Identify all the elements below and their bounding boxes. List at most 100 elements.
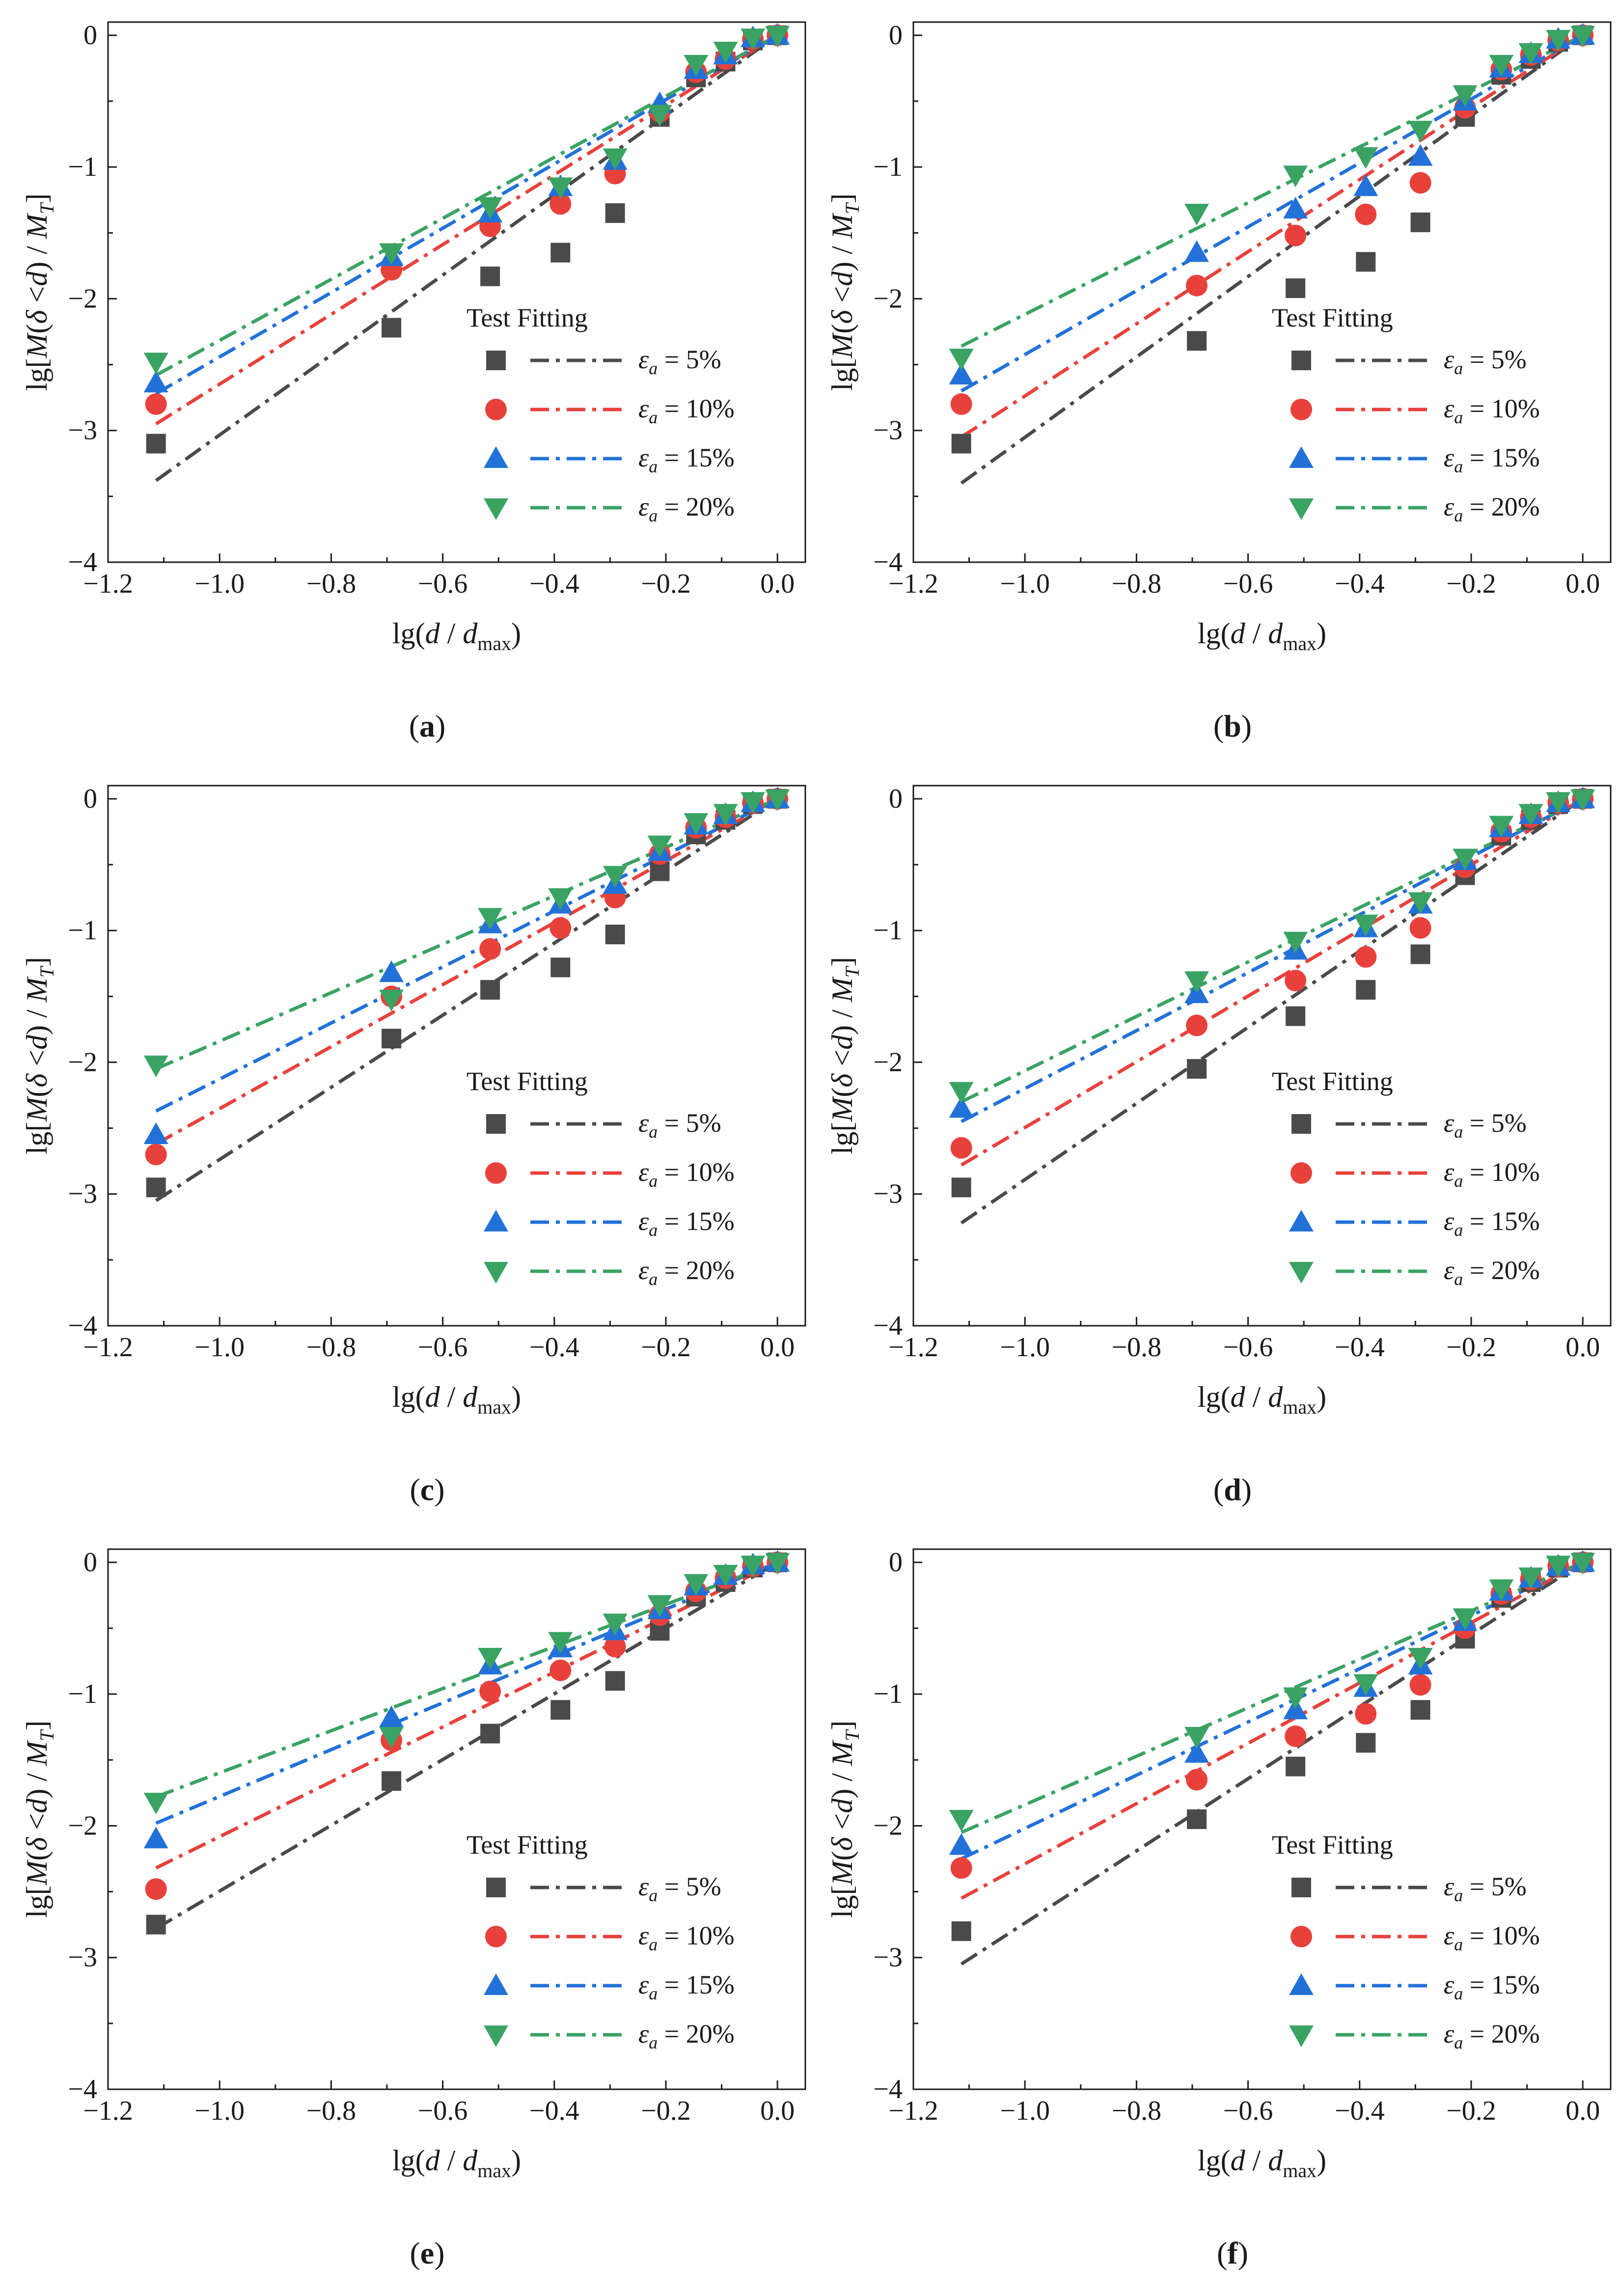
legend-entry: εa = 10% <box>1444 1921 1540 1954</box>
chart-panel-a: −1.2 −1.0 −0.8 −0.6 −0.4 −0.2 0.0 0 −1 −2 −3 −4 lg(d… <box>21 20 806 743</box>
x-tick-label: −1.0 <box>194 569 245 599</box>
data-point-20pct <box>949 1810 974 1831</box>
data-point-10pct <box>1409 917 1431 939</box>
legend-marker <box>1289 498 1314 520</box>
x-axis-title: lg(d / dmax) <box>1198 1381 1326 1418</box>
data-point-10pct <box>950 393 972 415</box>
data-point-20pct <box>603 866 628 888</box>
data-point-20pct <box>548 888 573 910</box>
y-tick-label: −4 <box>873 2074 903 2105</box>
data-point-15pct <box>379 1705 404 1727</box>
y-tick-label: −1 <box>873 1679 903 1709</box>
data-point-10pct <box>1409 172 1431 194</box>
y-tick-label: −2 <box>873 1810 903 1841</box>
fit-line-15pct <box>960 797 1584 1123</box>
y-tick-label: −4 <box>68 547 97 577</box>
legend-marker <box>1291 351 1311 370</box>
x-axis-title: lg(d / dmax) <box>1198 2144 1326 2182</box>
legend-marker <box>484 446 508 468</box>
chart-panel-f: −1.2 −1.0 −0.8 −0.6 −0.4 −0.2 0.0 0 −1 −2 −3 −4 lg(d… <box>826 1547 1612 2270</box>
x-tick-label: −1.0 <box>1000 1332 1050 1363</box>
legend-marker <box>484 2025 508 2047</box>
x-tick-label: −0.8 <box>306 1332 357 1363</box>
legend-entry: εa = 10% <box>1444 394 1540 427</box>
data-point-10pct <box>1355 946 1377 968</box>
data-point-20pct <box>1570 26 1595 48</box>
data-point-10pct <box>549 917 572 939</box>
data-point-20pct <box>603 148 628 170</box>
data-point-5pct <box>951 1177 971 1198</box>
data-point-20pct <box>379 989 404 1011</box>
data-point-20pct <box>713 1564 738 1586</box>
fit-line-10pct <box>155 1560 778 1870</box>
data-point-5pct <box>1410 1700 1430 1720</box>
x-tick-label: −1.2 <box>83 1332 133 1363</box>
legend-marker <box>486 1878 506 1897</box>
legend-entry: εa = 15% <box>1444 443 1540 476</box>
data-point-20pct <box>603 1613 628 1636</box>
data-point-20pct <box>647 835 672 857</box>
data-point-20pct <box>1570 789 1595 811</box>
data-point-10pct <box>479 1680 501 1702</box>
data-point-5pct <box>1187 1809 1207 1829</box>
plot-frame <box>912 1548 1612 2090</box>
data-point-20pct <box>548 1632 573 1654</box>
y-axis-title: lg[M(δ <d) / MT] <box>21 193 58 391</box>
y-tick-label: −2 <box>68 1810 97 1841</box>
data-point-5pct <box>146 1914 166 1935</box>
legend-entry: εa = 20% <box>638 492 735 525</box>
data-point-5pct <box>480 266 500 286</box>
data-point-20pct <box>765 1553 790 1575</box>
legend-marker <box>1290 399 1312 420</box>
y-tick-label: −1 <box>68 915 97 946</box>
data-point-20pct <box>949 349 974 371</box>
y-tick-label: 0 <box>889 1547 903 1578</box>
x-tick-label: −0.6 <box>1223 569 1273 599</box>
legend-entry: εa = 10% <box>638 1921 735 1954</box>
legend-header: Test Fitting <box>1272 303 1393 332</box>
data-point-5pct <box>1356 1733 1376 1753</box>
data-point-20pct <box>1184 971 1209 993</box>
data-point-15pct <box>1184 1741 1209 1763</box>
y-tick-label: −1 <box>68 1679 97 1709</box>
data-point-20pct <box>1453 1608 1478 1630</box>
x-tick-label: 0.0 <box>1565 1332 1600 1363</box>
x-tick-label: −0.6 <box>1223 2096 1273 2126</box>
data-point-10pct <box>549 193 572 215</box>
legend-entry: εa = 20% <box>638 1256 735 1289</box>
data-point-5pct <box>1286 1006 1306 1026</box>
x-tick-label: 0.0 <box>760 2096 795 2126</box>
legend-entry: εa = 20% <box>1444 1256 1540 1289</box>
x-axis-title: lg(d / dmax) <box>392 2144 521 2182</box>
legend-entry: εa = 5% <box>638 1872 721 1905</box>
plot-frame <box>107 21 806 563</box>
legend-marker <box>485 1162 507 1184</box>
data-point-5pct <box>1187 1059 1207 1079</box>
x-axis-title: lg(d / dmax) <box>392 617 521 655</box>
legend-header: Test Fitting <box>466 303 588 332</box>
fit-line-15pct <box>960 1560 1584 1860</box>
data-point-20pct <box>143 1793 168 1815</box>
x-tick-label: −0.2 <box>641 569 691 599</box>
data-point-20pct <box>1184 1726 1209 1749</box>
data-point-5pct <box>146 1177 166 1198</box>
data-point-20pct <box>1184 204 1209 226</box>
fit-line-10pct <box>960 33 1584 439</box>
data-point-5pct <box>550 243 571 263</box>
plot-frame <box>912 21 1612 563</box>
data-point-10pct <box>145 393 167 415</box>
x-tick-label: −0.6 <box>418 1332 468 1363</box>
x-tick-label: 0.0 <box>760 1332 795 1363</box>
x-tick-label: −0.4 <box>529 2096 579 2126</box>
x-tick-label: 0.0 <box>1565 2096 1600 2126</box>
legend-marker <box>485 1926 507 1947</box>
legend-entry: εa = 20% <box>1444 2019 1540 2052</box>
x-tick-label: −1.0 <box>1000 569 1050 599</box>
legend-marker <box>1291 1878 1311 1897</box>
x-tick-label: −0.8 <box>1112 2096 1162 2126</box>
data-point-20pct <box>1518 1567 1543 1589</box>
chart-panel-c: −1.2 −1.0 −0.8 −0.6 −0.4 −0.2 0.0 0 −1 −2 −3 −4 lg(d… <box>21 784 806 1507</box>
data-point-20pct <box>1453 85 1478 107</box>
fit-line-5pct <box>960 1560 1584 1966</box>
data-point-10pct <box>1285 1725 1307 1747</box>
